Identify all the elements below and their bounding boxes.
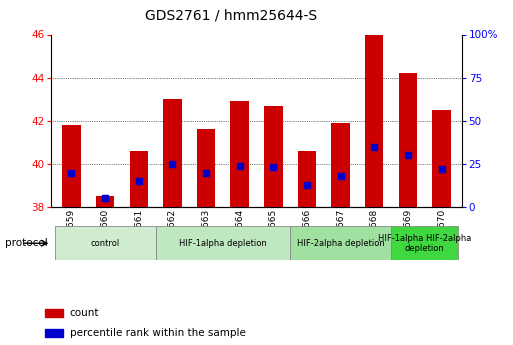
Text: HIF-2alpha depletion: HIF-2alpha depletion bbox=[297, 239, 384, 248]
Bar bbox=[197, 129, 215, 207]
Point bbox=[337, 173, 345, 179]
Bar bbox=[45, 329, 63, 337]
Bar bbox=[45, 309, 63, 317]
Text: count: count bbox=[70, 308, 100, 318]
Bar bbox=[96, 196, 114, 207]
Point bbox=[269, 165, 278, 170]
Bar bbox=[55, 226, 155, 260]
Bar bbox=[230, 101, 249, 207]
Text: control: control bbox=[90, 239, 120, 248]
Bar bbox=[331, 123, 350, 207]
Bar bbox=[163, 99, 182, 207]
Bar bbox=[264, 106, 283, 207]
Bar bbox=[432, 110, 451, 207]
Text: HIF-1alpha depletion: HIF-1alpha depletion bbox=[179, 239, 267, 248]
Point bbox=[101, 196, 109, 201]
Bar bbox=[391, 226, 458, 260]
Bar bbox=[62, 125, 81, 207]
Text: GDS2761 / hmm25644-S: GDS2761 / hmm25644-S bbox=[145, 9, 317, 23]
Bar bbox=[399, 73, 417, 207]
Point bbox=[404, 152, 412, 158]
Bar bbox=[155, 226, 290, 260]
Point bbox=[370, 144, 379, 149]
Bar bbox=[290, 226, 391, 260]
Bar bbox=[129, 151, 148, 207]
Text: percentile rank within the sample: percentile rank within the sample bbox=[70, 328, 246, 338]
Point bbox=[67, 170, 75, 175]
Point bbox=[202, 170, 210, 175]
Point bbox=[303, 182, 311, 187]
Point bbox=[235, 163, 244, 168]
Point bbox=[438, 166, 446, 172]
Text: HIF-1alpha HIF-2alpha
depletion: HIF-1alpha HIF-2alpha depletion bbox=[378, 234, 471, 253]
Bar bbox=[298, 151, 316, 207]
Text: protocol: protocol bbox=[5, 238, 48, 248]
Point bbox=[168, 161, 176, 167]
Bar bbox=[365, 34, 384, 207]
Point bbox=[134, 178, 143, 184]
